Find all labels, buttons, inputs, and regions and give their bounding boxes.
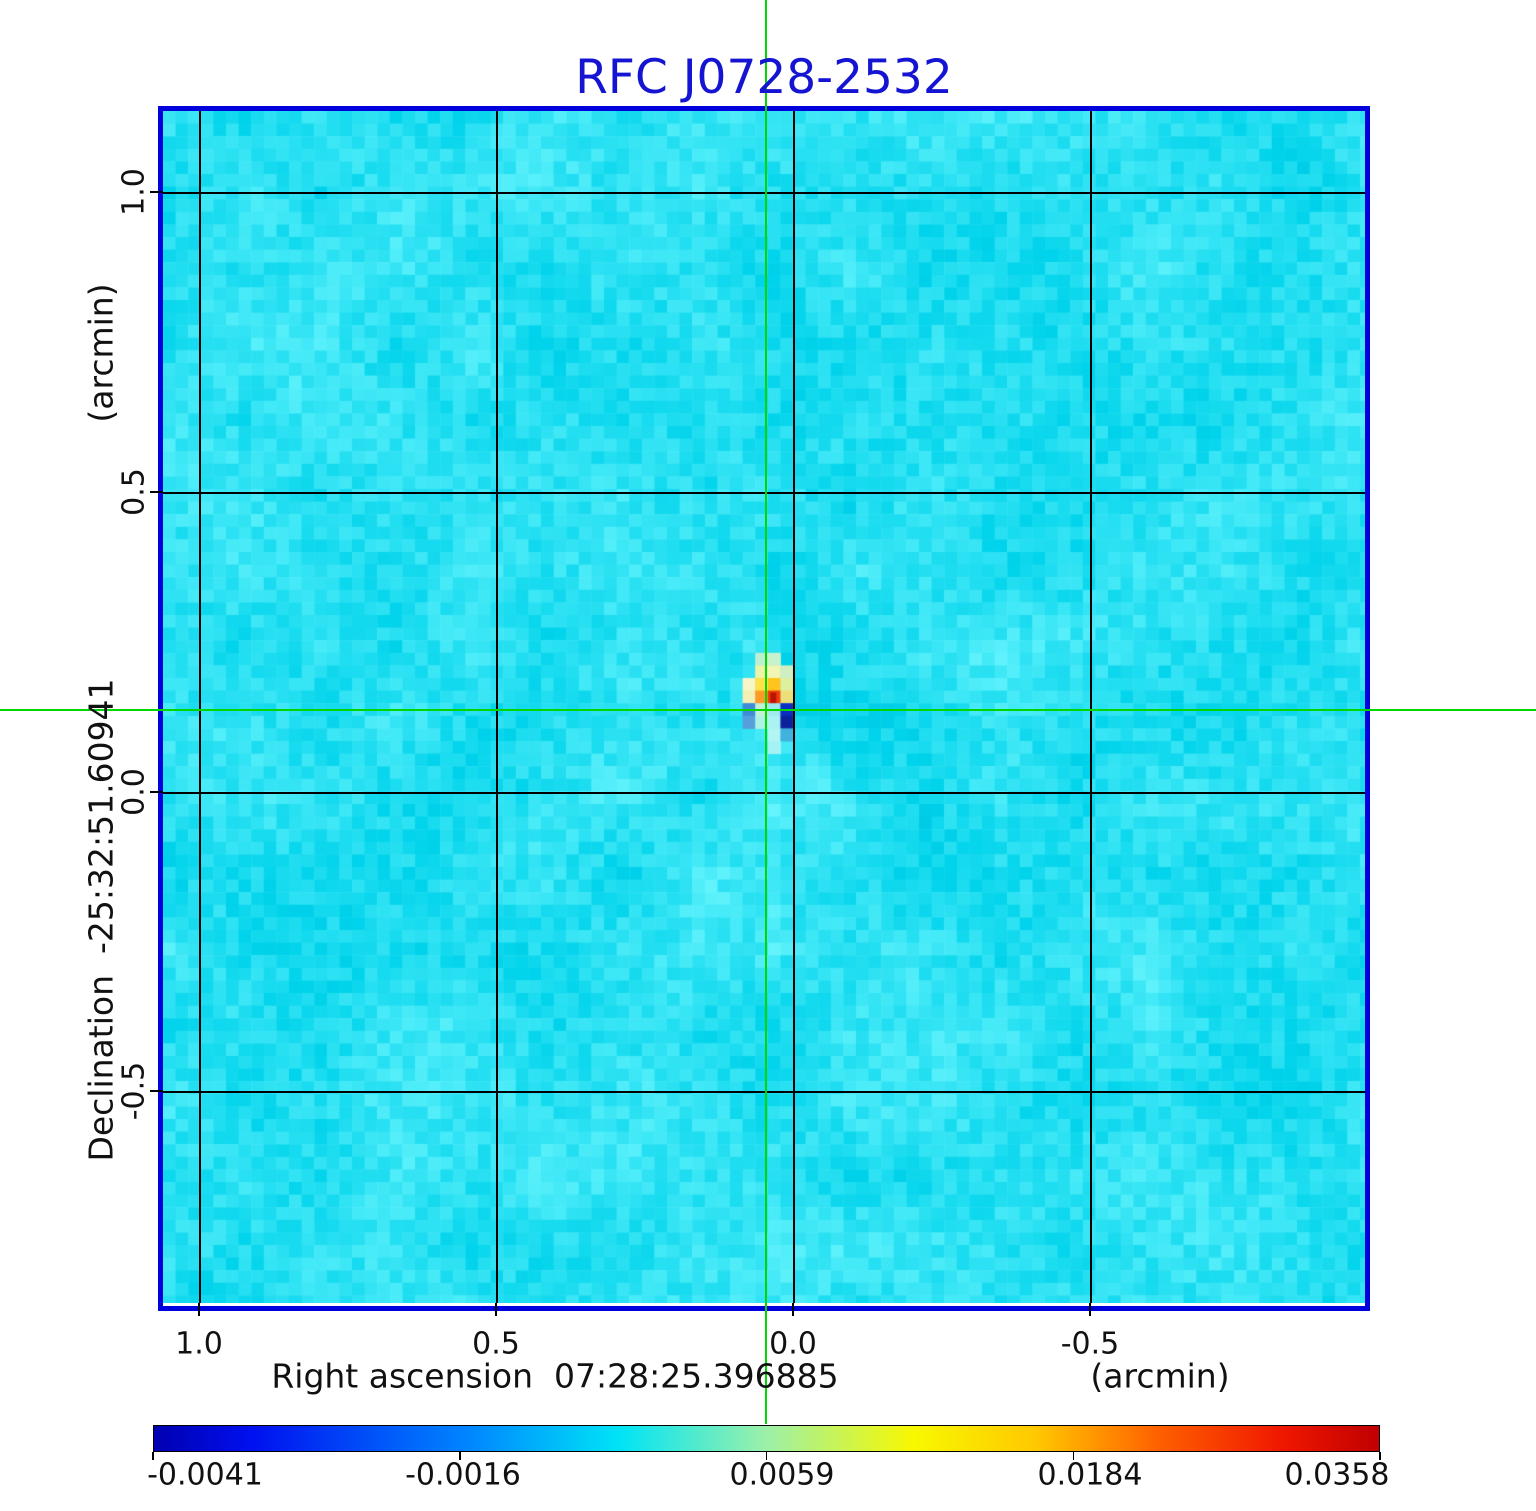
heatmap-canvas bbox=[163, 111, 1365, 1303]
gridline-horizontal bbox=[163, 192, 1365, 194]
gridline-vertical bbox=[199, 111, 201, 1303]
x-tick-mark bbox=[792, 1303, 794, 1316]
colorbar-tick-label: 0.0184 bbox=[1037, 1457, 1143, 1493]
y-axis-label: Declination -25:32:51.60941 bbox=[81, 678, 121, 1162]
x-tick-mark bbox=[198, 1303, 200, 1316]
y-tick-label: 1.0 bbox=[116, 168, 152, 216]
gridline-vertical bbox=[496, 111, 498, 1303]
x-tick-mark bbox=[1089, 1303, 1091, 1316]
colorbar-tick-mark bbox=[1072, 1452, 1074, 1460]
x-axis-label: Right ascension 07:28:25.396885 bbox=[271, 1356, 839, 1396]
crosshair-horizontal-line bbox=[0, 709, 1536, 711]
colorbar-tick-label: 0.0059 bbox=[729, 1457, 835, 1493]
x-axis-unit-label: (arcmin) bbox=[1090, 1356, 1230, 1396]
y-tick-mark bbox=[150, 491, 163, 493]
gridline-horizontal bbox=[163, 1091, 1365, 1093]
colorbar-tick-mark bbox=[152, 1452, 154, 1460]
figure-title: RFC J0728-2532 bbox=[575, 50, 953, 105]
gridline-vertical bbox=[1090, 111, 1092, 1303]
colorbar-tick-label: -0.0016 bbox=[405, 1457, 521, 1493]
gridline-horizontal bbox=[163, 792, 1365, 794]
gridline-layer bbox=[163, 111, 1365, 1303]
x-tick-label: -0.5 bbox=[1060, 1326, 1120, 1362]
x-tick-mark bbox=[495, 1303, 497, 1316]
y-tick-label: -0.5 bbox=[116, 1061, 152, 1121]
x-tick-label: 1.0 bbox=[175, 1326, 223, 1362]
y-axis-unit-label: (arcmin) bbox=[81, 283, 121, 423]
y-tick-label: 0.0 bbox=[116, 768, 152, 816]
y-tick-label: 0.5 bbox=[116, 468, 152, 516]
y-tick-mark bbox=[150, 191, 163, 193]
x-tick-label: 0.0 bbox=[769, 1326, 817, 1362]
gridline-vertical bbox=[793, 111, 795, 1303]
colorbar-tick-mark bbox=[765, 1452, 768, 1460]
x-tick-label: 0.5 bbox=[472, 1326, 520, 1362]
colorbar-tick-mark bbox=[1379, 1452, 1381, 1460]
colorbar-tick-mark bbox=[459, 1452, 461, 1460]
gridline-horizontal bbox=[163, 492, 1365, 494]
colorbar-tick-label: 0.0358 bbox=[1284, 1457, 1390, 1493]
plot-border bbox=[158, 106, 1370, 1311]
y-tick-mark bbox=[150, 1090, 163, 1092]
colorbar-tick-label: -0.0041 bbox=[147, 1457, 263, 1493]
crosshair-vertical-line bbox=[765, 0, 767, 1424]
y-tick-mark bbox=[150, 791, 163, 793]
colorbar-gradient bbox=[153, 1425, 1380, 1452]
